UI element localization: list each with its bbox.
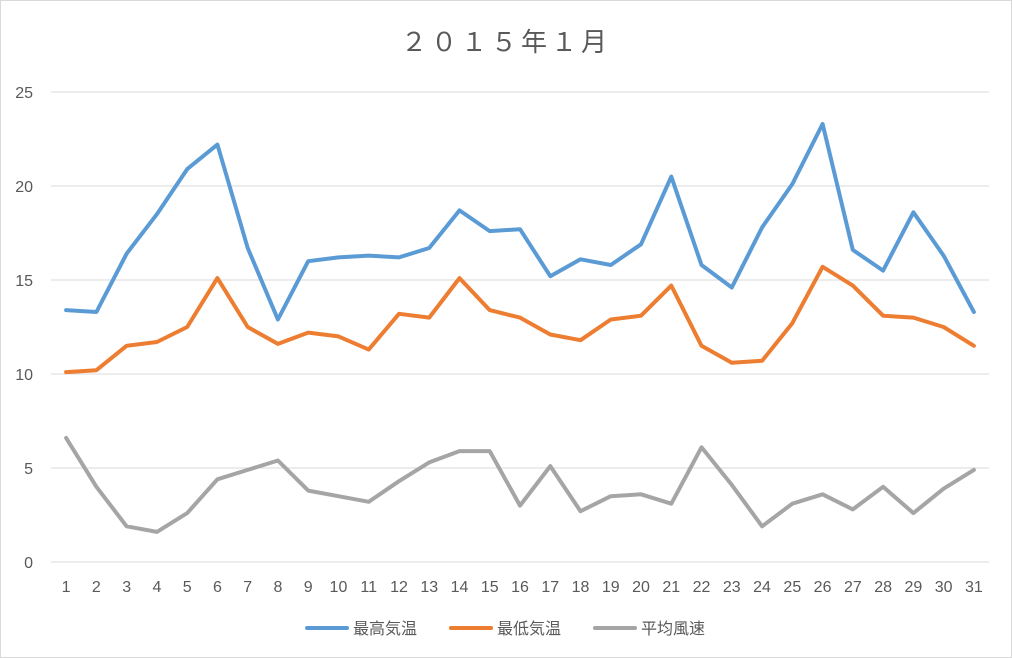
x-tick-label: 22 <box>693 579 711 596</box>
x-tick-label: 19 <box>602 579 620 596</box>
x-tick-label: 8 <box>273 579 282 596</box>
y-tick-label: 15 <box>15 273 33 290</box>
x-axis-tick-labels: 1 2 3 4 5 6 7 8 9 10 11 12 13 14 15 16 17 18 19 20 21 22 23 24 2… <box>62 579 983 596</box>
x-tick-label: 18 <box>572 579 590 596</box>
x-tick-label: 28 <box>874 579 892 596</box>
x-tick-label: 9 <box>304 579 313 596</box>
x-tick-label: 4 <box>152 579 161 596</box>
x-tick-label: 10 <box>330 579 348 596</box>
legend: 最高気温 最低気温 平均風速 <box>305 619 705 638</box>
x-tick-label: 11 <box>360 579 377 596</box>
y-tick-label: 10 <box>15 367 33 384</box>
x-tick-label: 2 <box>92 579 101 596</box>
legend-label-2: 最低気温 <box>497 619 561 638</box>
y-tick-label: 20 <box>15 179 33 196</box>
legend-label-1: 最高気温 <box>353 619 417 638</box>
chart-title: ２０１５年１月 <box>401 28 611 58</box>
y-tick-label: 5 <box>24 461 33 478</box>
x-tick-label: 3 <box>122 579 131 596</box>
y-tick-label: 0 <box>24 555 33 572</box>
series-line-1 <box>64 122 976 322</box>
x-tick-label: 24 <box>753 579 771 596</box>
gridlines <box>51 91 989 563</box>
x-tick-label: 5 <box>183 579 192 596</box>
legend-label-3: 平均風速 <box>641 619 705 638</box>
x-tick-label: 16 <box>511 579 529 596</box>
x-tick-label: 30 <box>935 579 953 596</box>
series-lines <box>64 122 976 534</box>
x-tick-label: 15 <box>481 579 499 596</box>
x-tick-label: 25 <box>783 579 801 596</box>
x-tick-label: 7 <box>243 579 252 596</box>
x-tick-label: 1 <box>62 579 71 596</box>
x-tick-label: 21 <box>662 579 680 596</box>
y-axis-tick-labels: 0 5 10 15 20 25 <box>15 85 33 572</box>
x-tick-label: 17 <box>541 579 559 596</box>
x-tick-label: 20 <box>632 579 650 596</box>
x-tick-label: 29 <box>904 579 922 596</box>
series-line-2 <box>64 264 976 375</box>
y-tick-label: 25 <box>15 85 33 102</box>
x-tick-label: 27 <box>844 579 862 596</box>
x-tick-label: 31 <box>965 579 983 596</box>
series-line-3 <box>64 435 976 534</box>
x-tick-label: 23 <box>723 579 741 596</box>
x-tick-label: 14 <box>451 579 469 596</box>
x-tick-label: 12 <box>390 579 408 596</box>
x-tick-label: 13 <box>420 579 438 596</box>
x-tick-label: 6 <box>213 579 222 596</box>
x-tick-label: 26 <box>814 579 832 596</box>
